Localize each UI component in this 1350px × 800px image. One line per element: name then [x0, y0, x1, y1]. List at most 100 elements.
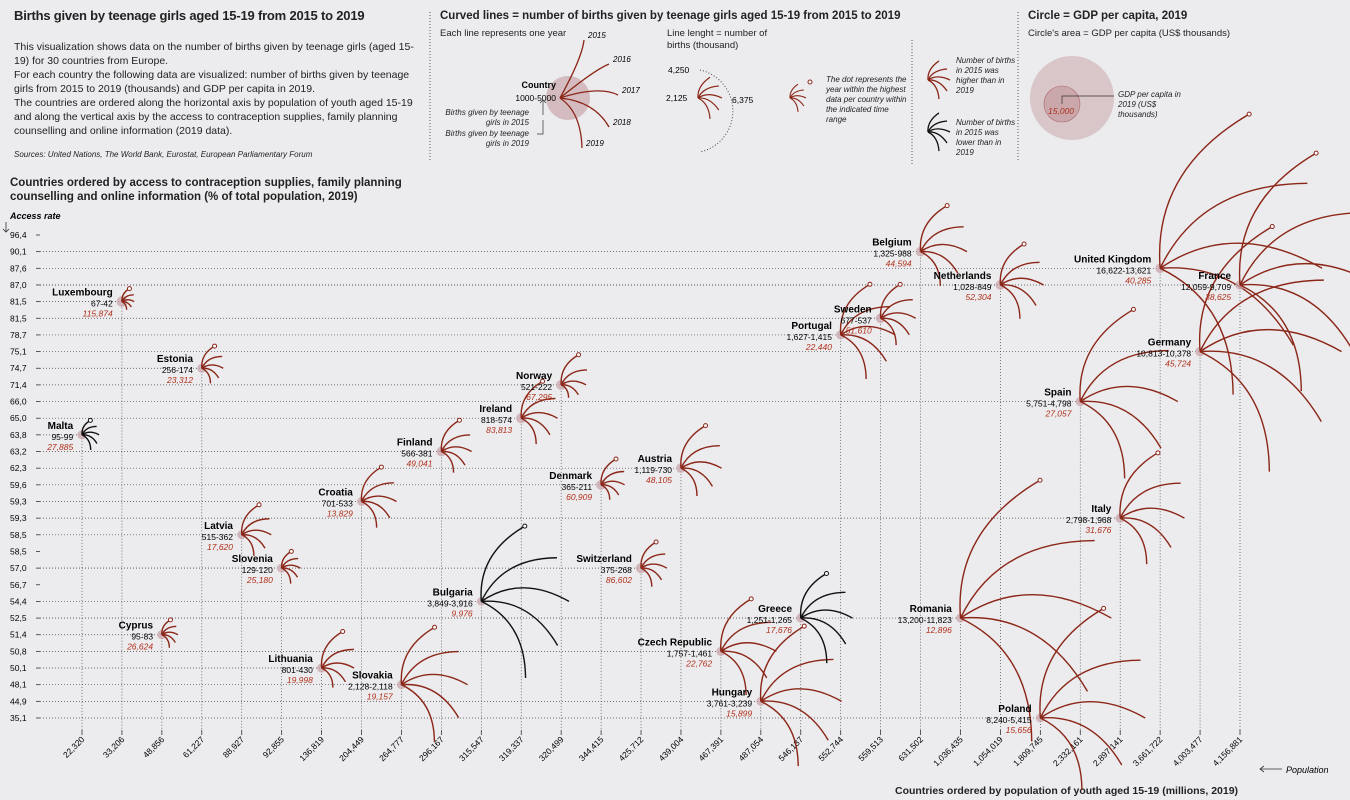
legend-trend-curve	[927, 112, 940, 133]
year-curve	[480, 587, 570, 603]
year-curve	[1159, 182, 1308, 269]
births-curves	[400, 624, 468, 742]
y-tick-label: 66,0	[10, 397, 27, 407]
x-tick-label: 425,712	[617, 734, 646, 763]
legend-year-label: 2015	[587, 31, 606, 40]
year-curve	[1000, 277, 1044, 286]
legend-trend-curve	[927, 76, 951, 81]
description-line: For each country the following data are …	[14, 69, 410, 95]
legend-dot-curve	[789, 89, 804, 99]
country-name: United Kingdom	[1074, 254, 1151, 265]
y-tick-label: 81,5	[10, 297, 27, 307]
country-births: 1,119-730	[634, 465, 672, 475]
country-name: Romania	[910, 604, 953, 615]
births-curves	[1079, 306, 1179, 479]
year-curve	[1158, 113, 1250, 269]
y-tick-label: 56,7	[10, 580, 27, 590]
year-curve	[520, 411, 558, 419]
legend-year-curve	[559, 97, 610, 128]
year-curve	[201, 345, 215, 369]
year-curve	[561, 384, 579, 396]
x-axis: 22,320 33,206 48,856 61,227 88,927 92,855 136,…	[61, 730, 1329, 775]
x-tick-label: 296,167	[417, 734, 446, 763]
births-curves	[480, 523, 570, 679]
country-births: 1,757-1,461	[667, 648, 713, 658]
year-curve	[520, 397, 556, 419]
country-gdp: 17,620	[207, 542, 233, 552]
year-curve	[880, 312, 917, 319]
max-year-dot	[87, 417, 93, 423]
year-curve	[600, 484, 611, 500]
births-curves	[999, 241, 1044, 319]
y-tick-label: 63,2	[10, 447, 27, 457]
legend-scale-curve	[697, 97, 720, 111]
year-curve	[1079, 349, 1169, 402]
country-gdp: 48,105	[646, 475, 672, 485]
year-curve	[1239, 263, 1350, 286]
description-line: This visualization shows data on the num…	[14, 41, 414, 67]
year-curve	[600, 480, 625, 486]
country-births: 256-174	[162, 365, 193, 375]
year-curve	[201, 367, 212, 384]
year-curve	[480, 557, 557, 602]
country-births: 95-83	[131, 632, 153, 642]
country-gdp: 19,998	[287, 675, 313, 685]
x-tick-label: 552,744	[816, 734, 845, 763]
year-curve	[241, 534, 255, 556]
births-curves	[640, 539, 668, 587]
year-curve	[1199, 350, 1271, 472]
year-curve	[680, 467, 714, 487]
y-tick-label: 87,0	[10, 280, 27, 290]
y-tick-label: 59,6	[10, 480, 27, 490]
legend-scale-value: 6,375	[732, 95, 754, 105]
country-name: Bulgaria	[433, 587, 473, 598]
country-gdp: 26,624	[126, 642, 153, 652]
year-curve	[441, 450, 466, 466]
year-curve	[999, 261, 1040, 286]
max-year-dot	[1037, 477, 1043, 483]
x-tick-label: 92,855	[261, 734, 287, 760]
x-tick-label: 48,856	[141, 734, 167, 760]
year-curve	[201, 364, 224, 369]
legend-each-line: Each line represents one year	[440, 28, 567, 39]
year-curve	[1119, 517, 1148, 565]
y-tick-label: 90,1	[10, 247, 27, 257]
year-curve	[281, 567, 299, 578]
year-curve	[879, 299, 913, 319]
year-curve	[720, 621, 772, 652]
country-births: 818-574	[481, 415, 512, 425]
max-year-dot	[703, 423, 709, 429]
year-curve	[960, 594, 1112, 619]
y-tick-label: 59,3	[10, 496, 27, 506]
max-year-dot	[378, 464, 384, 470]
x-tick-label: 264,777	[377, 734, 406, 763]
births-curves	[560, 352, 588, 398]
year-curve	[400, 650, 459, 685]
x-tick-label: 559,513	[856, 734, 885, 763]
year-curve	[1199, 329, 1342, 353]
max-year-dot	[1269, 224, 1275, 230]
year-curve	[960, 617, 1033, 742]
country-name: Lithuania	[268, 654, 313, 665]
country-births: 129-120	[242, 565, 273, 575]
x-tick-label: 487,054	[736, 734, 765, 763]
year-curve	[600, 458, 617, 485]
legend-year-curve	[559, 63, 610, 99]
year-curve	[360, 466, 382, 502]
year-curve	[440, 434, 471, 452]
year-curve	[521, 417, 551, 436]
year-curve	[1239, 283, 1350, 348]
year-curve	[560, 380, 587, 386]
legend-lower-note: Number of births in 2015 was lower than …	[956, 118, 1016, 157]
year-curve	[840, 305, 890, 336]
y-tick-label: 75,1	[10, 347, 27, 357]
legend-country-range: 1000-5000	[515, 93, 556, 103]
country-births: 95-99	[51, 432, 73, 442]
country-gdp: 45,724	[1165, 359, 1191, 369]
year-curve	[240, 504, 260, 535]
x-tick-label: 1,036,435	[931, 734, 965, 768]
births-curves	[161, 617, 179, 648]
legend-gdp-arrow-icon	[1061, 95, 1114, 104]
max-year-dot	[748, 596, 754, 602]
